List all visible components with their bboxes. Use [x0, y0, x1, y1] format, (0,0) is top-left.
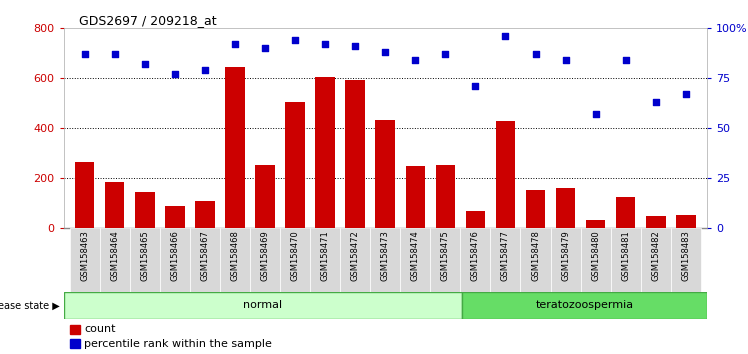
Point [139, 62, 151, 67]
Bar [646, 216, 666, 228]
Bar [375, 120, 395, 228]
Bar [165, 206, 185, 228]
Point [289, 38, 301, 43]
Bar [340, 228, 370, 292]
Text: GSM158476: GSM158476 [471, 230, 480, 281]
Bar [310, 228, 340, 292]
Point [169, 72, 181, 77]
Bar [64, 292, 462, 319]
Bar [105, 182, 124, 228]
Text: GSM158477: GSM158477 [501, 230, 510, 281]
Bar [641, 228, 671, 292]
Point [259, 46, 271, 51]
Text: GSM158463: GSM158463 [80, 230, 89, 281]
Point [349, 44, 361, 49]
Bar [160, 228, 190, 292]
Text: GSM158478: GSM158478 [531, 230, 540, 281]
Bar [586, 219, 605, 228]
Bar [129, 228, 160, 292]
Text: GSM158475: GSM158475 [441, 230, 450, 281]
Point [79, 51, 91, 57]
Bar [70, 228, 99, 292]
Text: GSM158470: GSM158470 [290, 230, 299, 281]
Bar [491, 228, 521, 292]
Point [680, 91, 692, 97]
Bar [316, 77, 335, 228]
Bar [465, 211, 485, 228]
Bar [135, 192, 155, 228]
Point [500, 34, 512, 39]
Bar [676, 215, 696, 228]
Text: percentile rank within the sample: percentile rank within the sample [85, 338, 272, 349]
Bar [405, 166, 425, 228]
Bar [671, 228, 701, 292]
Text: GSM158467: GSM158467 [200, 230, 209, 281]
Bar [462, 292, 707, 319]
Text: GSM158465: GSM158465 [140, 230, 150, 281]
Point [530, 51, 542, 57]
Bar [220, 228, 250, 292]
Bar [75, 162, 94, 228]
Point [439, 51, 451, 57]
Point [409, 57, 421, 63]
Bar [190, 228, 220, 292]
Text: GSM158466: GSM158466 [171, 230, 180, 281]
Point [229, 41, 241, 47]
Text: GDS2697 / 209218_at: GDS2697 / 209218_at [79, 13, 216, 27]
Point [199, 68, 211, 73]
Text: GSM158483: GSM158483 [681, 230, 690, 281]
Bar [370, 228, 400, 292]
Text: GSM158482: GSM158482 [652, 230, 660, 281]
Bar [225, 67, 245, 228]
Text: GSM158468: GSM158468 [230, 230, 239, 281]
Text: teratozoospermia: teratozoospermia [536, 300, 634, 310]
Bar [496, 121, 515, 228]
Bar [255, 165, 275, 228]
Point [650, 99, 662, 105]
Text: GSM158481: GSM158481 [621, 230, 631, 281]
Text: GSM158480: GSM158480 [591, 230, 600, 281]
Bar [556, 188, 575, 228]
Bar [580, 228, 610, 292]
Point [379, 50, 391, 55]
Bar [460, 228, 491, 292]
Text: GSM158472: GSM158472 [351, 230, 360, 281]
Text: GSM158471: GSM158471 [321, 230, 330, 281]
Text: GSM158469: GSM158469 [260, 230, 269, 281]
Bar [70, 325, 79, 334]
Bar [400, 228, 430, 292]
Bar [526, 190, 545, 228]
Text: disease state ▶: disease state ▶ [0, 300, 60, 310]
Text: GSM158474: GSM158474 [411, 230, 420, 281]
Bar [430, 228, 460, 292]
Bar [250, 228, 280, 292]
Bar [280, 228, 310, 292]
Point [470, 84, 482, 89]
Bar [346, 80, 365, 228]
Bar [70, 339, 79, 348]
Bar [521, 228, 551, 292]
Bar [285, 102, 304, 228]
Point [619, 57, 631, 63]
Text: count: count [85, 324, 116, 335]
Text: GSM158464: GSM158464 [110, 230, 119, 281]
Bar [195, 201, 215, 228]
Point [560, 57, 571, 63]
Point [589, 112, 601, 117]
Text: GSM158473: GSM158473 [381, 230, 390, 281]
Bar [616, 197, 636, 228]
Bar [435, 165, 455, 228]
Bar [551, 228, 580, 292]
Bar [610, 228, 641, 292]
Bar [99, 228, 129, 292]
Point [319, 41, 331, 47]
Text: normal: normal [243, 300, 282, 310]
Text: GSM158479: GSM158479 [561, 230, 570, 281]
Point [108, 51, 120, 57]
